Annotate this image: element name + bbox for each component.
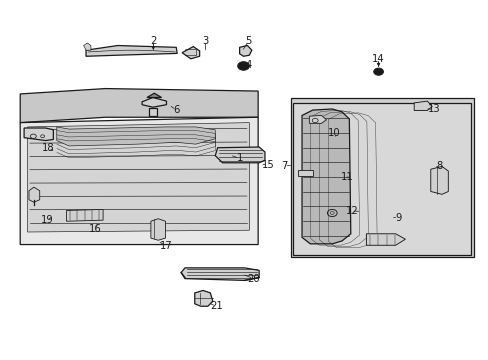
Text: 16: 16 bbox=[89, 225, 102, 234]
Text: 12: 12 bbox=[345, 206, 357, 216]
Text: 8: 8 bbox=[435, 161, 442, 171]
Polygon shape bbox=[181, 268, 259, 280]
Text: 19: 19 bbox=[41, 215, 53, 225]
Polygon shape bbox=[83, 43, 91, 50]
Text: 13: 13 bbox=[427, 104, 440, 114]
Text: 5: 5 bbox=[244, 36, 251, 46]
Polygon shape bbox=[194, 291, 212, 306]
Text: 17: 17 bbox=[160, 241, 172, 251]
Polygon shape bbox=[309, 116, 326, 123]
Text: 18: 18 bbox=[42, 143, 55, 153]
Polygon shape bbox=[142, 98, 166, 107]
Polygon shape bbox=[215, 147, 264, 163]
Polygon shape bbox=[149, 108, 157, 116]
Text: 15: 15 bbox=[261, 159, 274, 170]
Polygon shape bbox=[66, 210, 103, 221]
Circle shape bbox=[237, 62, 249, 70]
Polygon shape bbox=[57, 127, 215, 146]
Text: 3: 3 bbox=[202, 36, 208, 46]
Text: 11: 11 bbox=[340, 172, 352, 182]
Polygon shape bbox=[298, 170, 312, 176]
Polygon shape bbox=[29, 187, 40, 202]
Polygon shape bbox=[27, 123, 249, 232]
Text: 20: 20 bbox=[246, 274, 259, 284]
Polygon shape bbox=[20, 117, 258, 244]
Polygon shape bbox=[430, 166, 447, 194]
Polygon shape bbox=[239, 45, 251, 56]
Polygon shape bbox=[86, 45, 177, 56]
Text: 9: 9 bbox=[395, 213, 401, 222]
Text: 21: 21 bbox=[209, 301, 222, 311]
Text: 7: 7 bbox=[281, 161, 287, 171]
Polygon shape bbox=[20, 89, 258, 123]
Polygon shape bbox=[151, 219, 165, 240]
Polygon shape bbox=[302, 109, 350, 244]
Polygon shape bbox=[366, 234, 405, 245]
Polygon shape bbox=[290, 98, 473, 257]
Circle shape bbox=[373, 68, 383, 75]
Text: 2: 2 bbox=[150, 36, 156, 46]
Text: 4: 4 bbox=[245, 60, 251, 70]
Polygon shape bbox=[182, 46, 199, 59]
Text: 6: 6 bbox=[173, 105, 179, 115]
Polygon shape bbox=[24, 128, 53, 140]
Polygon shape bbox=[413, 101, 431, 111]
Text: 14: 14 bbox=[371, 54, 384, 64]
Text: 1: 1 bbox=[236, 153, 243, 163]
Polygon shape bbox=[147, 93, 161, 98]
Polygon shape bbox=[293, 103, 470, 255]
Text: 10: 10 bbox=[327, 129, 340, 138]
